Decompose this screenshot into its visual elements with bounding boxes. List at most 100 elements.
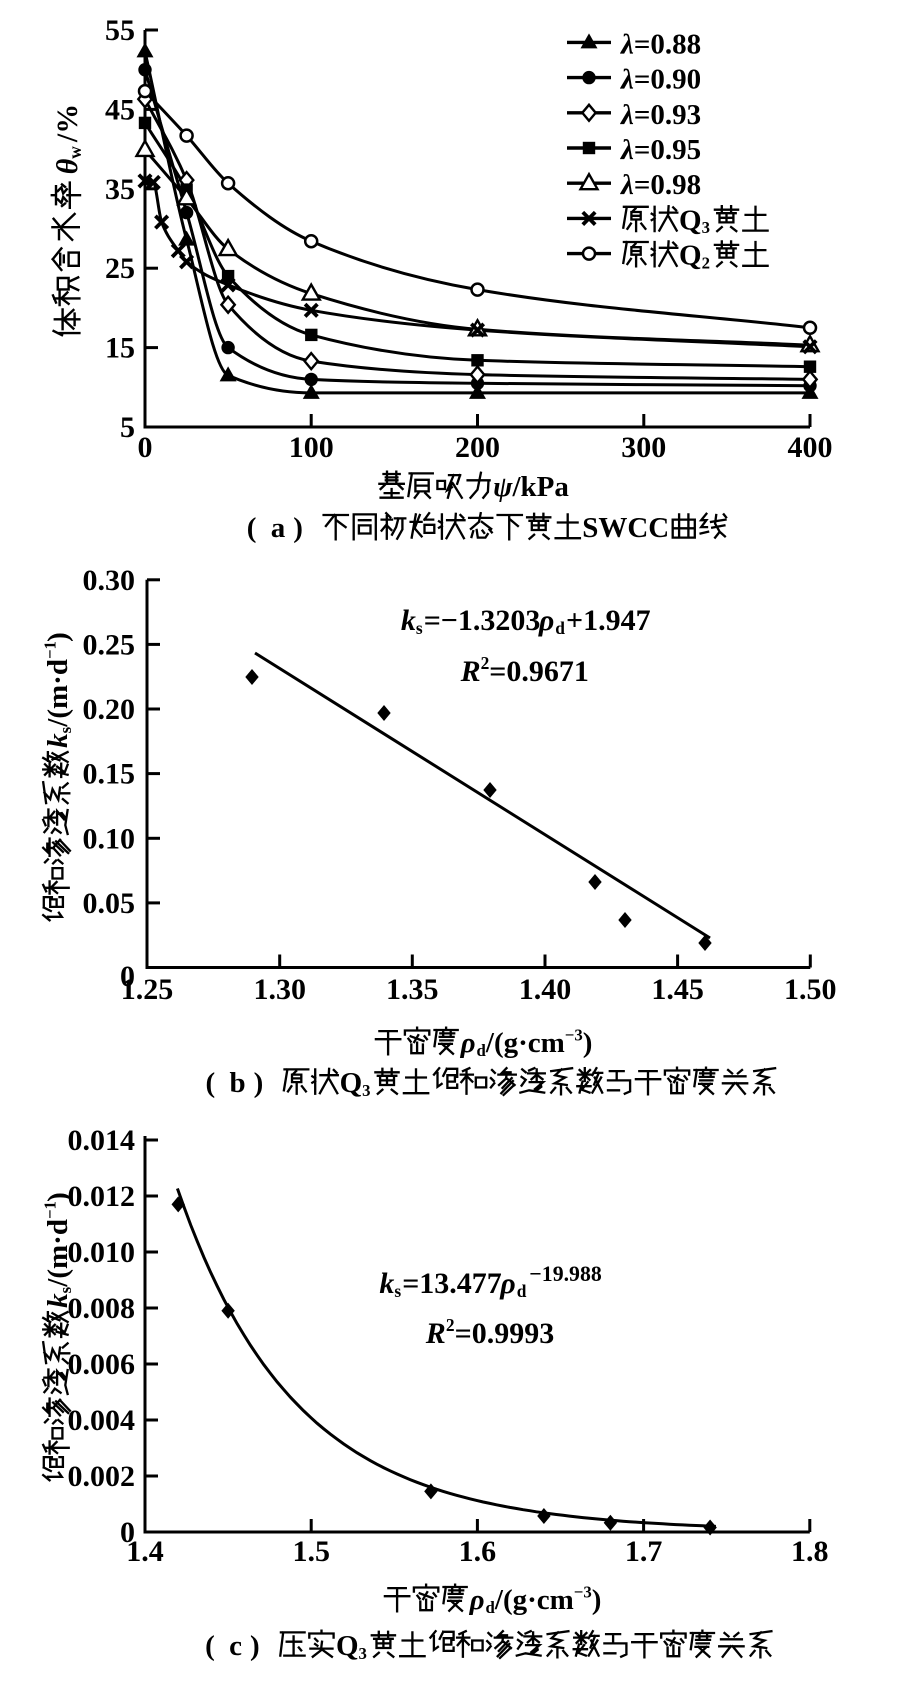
svg-text:R: R (425, 1317, 446, 1350)
svg-text:s: s (416, 618, 423, 638)
svg-text:λ: λ (620, 28, 634, 60)
svg-text:ρ: ρ (499, 1267, 515, 1300)
svg-text:): ) (42, 632, 74, 642)
svg-text:k: k (42, 733, 74, 748)
svg-text:55: 55 (105, 14, 135, 47)
svg-text:ρ: ρ (460, 1027, 476, 1059)
svg-text:2: 2 (481, 653, 490, 673)
svg-text:0.006: 0.006 (68, 1348, 136, 1381)
svg-text:1.7: 1.7 (625, 1535, 663, 1568)
svg-text:d: d (555, 618, 565, 638)
svg-text:(: ( (247, 512, 257, 544)
svg-text:Q: Q (340, 1067, 363, 1099)
svg-text:): ) (293, 512, 303, 544)
svg-text:=0.93: =0.93 (634, 99, 701, 131)
svg-text:/(g·cm: /(g·cm (494, 1584, 574, 1616)
svg-text:=0.88: =0.88 (634, 28, 701, 60)
svg-text:=0.9993: =0.9993 (455, 1317, 555, 1350)
svg-text:0: 0 (120, 1516, 135, 1549)
svg-text:0: 0 (138, 431, 153, 464)
svg-text:c: c (229, 1630, 242, 1662)
svg-text:): ) (254, 1067, 264, 1099)
svg-text:100: 100 (289, 431, 334, 464)
svg-text:b: b (230, 1067, 246, 1099)
svg-text:−19.988: −19.988 (529, 1262, 601, 1286)
svg-text:k: k (379, 1267, 394, 1300)
svg-text:λ: λ (620, 134, 634, 166)
svg-text:0.10: 0.10 (83, 822, 136, 855)
svg-text:d: d (486, 1598, 496, 1617)
svg-text:0.15: 0.15 (83, 758, 136, 791)
svg-text:+1.947: +1.947 (566, 604, 651, 637)
svg-text:Q: Q (679, 204, 702, 236)
svg-text:=−1.3203: =−1.3203 (424, 604, 541, 637)
svg-text:3: 3 (362, 1081, 370, 1100)
svg-text:R: R (460, 655, 481, 688)
svg-text:3: 3 (359, 1644, 367, 1663)
svg-text:200: 200 (455, 431, 500, 464)
svg-text:=0.90: =0.90 (634, 64, 701, 96)
svg-text:1.4: 1.4 (126, 1535, 164, 1568)
svg-text:0.010: 0.010 (68, 1236, 136, 1269)
svg-text:0.05: 0.05 (83, 887, 136, 920)
svg-text:1.6: 1.6 (459, 1535, 497, 1568)
svg-text:=0.9671: =0.9671 (489, 655, 589, 688)
svg-text:35: 35 (105, 173, 135, 206)
svg-text:25: 25 (105, 252, 135, 285)
svg-text:Q: Q (679, 240, 702, 272)
svg-text:/(m·d: /(m·d (42, 659, 74, 728)
svg-text:0.004: 0.004 (68, 1404, 136, 1437)
svg-text:0.002: 0.002 (68, 1460, 136, 1493)
svg-text:s: s (394, 1281, 401, 1301)
svg-text:): ) (583, 1027, 593, 1059)
svg-text:45: 45 (105, 93, 135, 126)
svg-text:k: k (42, 1293, 74, 1308)
svg-text:λ: λ (620, 99, 634, 131)
svg-text:d: d (477, 1041, 487, 1060)
svg-text:0.20: 0.20 (83, 693, 136, 726)
svg-text:w: w (65, 146, 85, 159)
svg-text:−1: −1 (40, 1201, 59, 1219)
svg-text:1.5: 1.5 (292, 1535, 330, 1568)
svg-text:d: d (517, 1281, 527, 1301)
svg-text:0.25: 0.25 (83, 628, 136, 661)
svg-text:300: 300 (621, 431, 666, 464)
svg-text:=0.98: =0.98 (634, 169, 701, 201)
svg-text:0.012: 0.012 (68, 1180, 136, 1213)
svg-text:2: 2 (702, 253, 710, 272)
svg-text:−1: −1 (40, 641, 59, 659)
svg-text:): ) (250, 1630, 260, 1662)
svg-text:(: ( (206, 1067, 216, 1099)
svg-text:0.014: 0.014 (68, 1124, 136, 1157)
svg-text:λ: λ (620, 169, 634, 201)
svg-text:/%: /% (51, 104, 84, 143)
svg-text:): ) (42, 1192, 74, 1202)
svg-text:a: a (271, 512, 286, 544)
svg-text:Q: Q (336, 1630, 359, 1662)
svg-text:ρ: ρ (538, 604, 554, 637)
svg-text:/(g·cm: /(g·cm (485, 1027, 565, 1059)
svg-text:−3: −3 (565, 1025, 583, 1044)
svg-text:1.35: 1.35 (386, 973, 439, 1006)
svg-text:/kPa: /kPa (512, 471, 570, 503)
svg-text:ρ: ρ (469, 1584, 485, 1616)
svg-text:=13.477: =13.477 (402, 1267, 502, 1300)
svg-text:0.008: 0.008 (68, 1292, 136, 1325)
svg-text:5: 5 (120, 411, 135, 444)
svg-text:λ: λ (620, 64, 634, 96)
svg-text:1.40: 1.40 (519, 973, 572, 1006)
svg-text:(: ( (205, 1630, 215, 1662)
svg-text:/(m·d: /(m·d (42, 1219, 74, 1288)
svg-text:1.50: 1.50 (784, 973, 837, 1006)
svg-text:θ: θ (51, 158, 84, 174)
svg-text:k: k (401, 604, 416, 637)
svg-text:400: 400 (788, 431, 833, 464)
svg-text:1.45: 1.45 (651, 973, 704, 1006)
svg-text:3: 3 (702, 218, 710, 237)
svg-text:0.30: 0.30 (83, 564, 136, 597)
svg-text:=0.95: =0.95 (634, 134, 701, 166)
svg-text:1.30: 1.30 (253, 973, 306, 1006)
svg-text:1.8: 1.8 (791, 1535, 829, 1568)
svg-text:15: 15 (105, 332, 135, 365)
svg-text:1.25: 1.25 (121, 973, 174, 1006)
